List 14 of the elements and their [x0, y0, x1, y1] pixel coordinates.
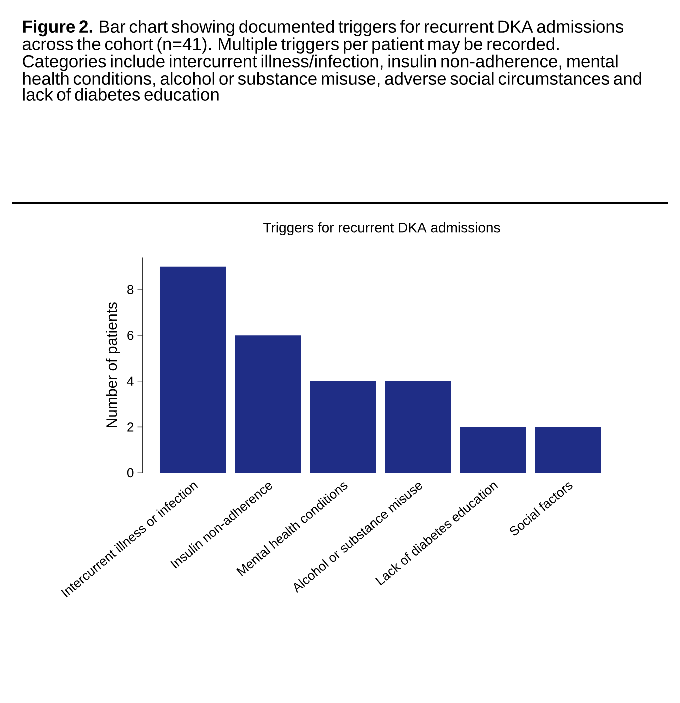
- y-tick-label: 4: [127, 376, 134, 386]
- bar: [385, 381, 452, 474]
- y-tick-label: 8: [128, 285, 134, 294]
- chart-subtitle: Triggers for recurrent DKA admissions: [264, 222, 500, 236]
- y-tick-label: 6: [128, 330, 134, 340]
- y-tick-label: 2: [128, 422, 134, 432]
- bar: [160, 266, 226, 474]
- bar: [235, 336, 302, 474]
- bar: [460, 427, 526, 474]
- bar: [535, 427, 602, 474]
- y-axis-title: Number of patients: [106, 302, 120, 428]
- bar: [310, 381, 376, 474]
- y-tick-label: 0: [127, 468, 134, 478]
- chart-title: Figure 2. Bar chart showing documented triggers for recurrent DKA admissions across the cohort (n=41). Multiple triggers per patient may be recorded. Categories include intercurrent illness/infection, insulin non-adherence, mental health conditions, alcohol or substance misuse, adverse social circumstances and lack of diabetes education: [22, 20, 642, 101]
